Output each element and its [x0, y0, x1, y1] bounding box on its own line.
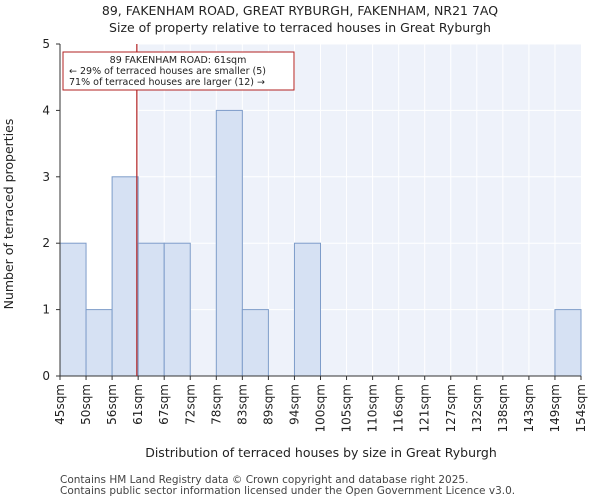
y-axis-label: Number of terraced properties: [1, 119, 16, 310]
chart-title: 89, FAKENHAM ROAD, GREAT RYBURGH, FAKENH…: [101, 3, 499, 18]
bars: [59, 109, 582, 377]
footer-copyright: Contains HM Land Registry data © Crown c…: [60, 474, 469, 486]
bar-94sqm: [293, 242, 322, 377]
bar-50sqm: [85, 309, 113, 377]
y-tick-label: 2: [42, 236, 50, 250]
annotation-line-1: 89 FAKENHAM ROAD: 61sqm: [110, 55, 247, 66]
annotation-border: [62, 51, 295, 91]
y-tick-label: 4: [42, 103, 50, 117]
y-tick-label: 1: [42, 303, 50, 317]
x-tick-label-45sqm: 45sqm: [53, 384, 67, 425]
histogram-chart: 0 1 2 3 4 5 45sqm 50sqm 56sqm 61sqm 67sqm 72sqm 78s…: [1, 37, 588, 460]
y-tick-label: 3: [42, 170, 50, 184]
x-axis-label: Distribution of terraced houses by size …: [145, 445, 497, 460]
x-tick-label-72sqm: 72sqm: [183, 384, 197, 425]
x-tick-label-132sqm: 132sqm: [470, 384, 484, 432]
x-tick-label-50sqm: 50sqm: [79, 384, 93, 425]
x-tick-label-67sqm: 67sqm: [157, 384, 171, 425]
x-tick-label-149sqm: 149sqm: [548, 384, 562, 432]
plot-area-highlight: [136, 44, 581, 376]
x-tick-label-89sqm: 89sqm: [261, 384, 275, 425]
bar-149sqm: [554, 309, 582, 377]
x-tick-label-110sqm: 110sqm: [366, 384, 380, 432]
bar-45sqm: [59, 242, 87, 377]
x-tick-label-127sqm: 127sqm: [444, 384, 458, 432]
x-tick-label-154sqm: 154sqm: [574, 384, 588, 432]
x-tick-label-94sqm: 94sqm: [287, 384, 301, 425]
y-tick-label: 0: [42, 369, 50, 383]
x-tick-label-138sqm: 138sqm: [496, 384, 510, 432]
bar-78sqm: [215, 109, 243, 377]
bar-83sqm: [241, 309, 269, 377]
x-tick-label-100sqm: 100sqm: [314, 384, 328, 432]
x-tick-labels: 45sqm 50sqm 56sqm 61sqm 67sqm 72sqm 78sqm 83sqm…: [53, 376, 588, 432]
x-tick-label-78sqm: 78sqm: [209, 384, 223, 425]
x-tick-label-56sqm: 56sqm: [105, 384, 119, 425]
x-tick-label-105sqm: 105sqm: [340, 384, 354, 432]
annotation-box: 89 FAKENHAM ROAD: 61sqm ← 29% of terrace…: [62, 51, 295, 91]
chart-subtitle: Size of property relative to terraced ho…: [109, 20, 491, 35]
x-tick-label-143sqm: 143sqm: [522, 384, 536, 432]
x-tick-label-116sqm: 116sqm: [392, 384, 406, 432]
x-tick-label-61sqm: 61sqm: [131, 384, 145, 425]
bar-67sqm: [163, 242, 191, 377]
y-tick-labels: 0 1 2 3 4 5: [42, 37, 60, 383]
x-tick-label-83sqm: 83sqm: [235, 384, 249, 425]
annotation-line-2: ← 29% of terraced houses are smaller (5): [69, 66, 266, 77]
bar-61sqm: [137, 242, 165, 377]
y-tick-label: 5: [42, 37, 50, 51]
x-tick-label-121sqm: 121sqm: [418, 384, 432, 432]
footer-licence: Contains public sector information licen…: [60, 485, 516, 497]
gridlines: [60, 43, 581, 376]
bar-56sqm: [111, 176, 139, 377]
annotation-line-3: 71% of terraced houses are larger (12) →: [69, 77, 265, 88]
